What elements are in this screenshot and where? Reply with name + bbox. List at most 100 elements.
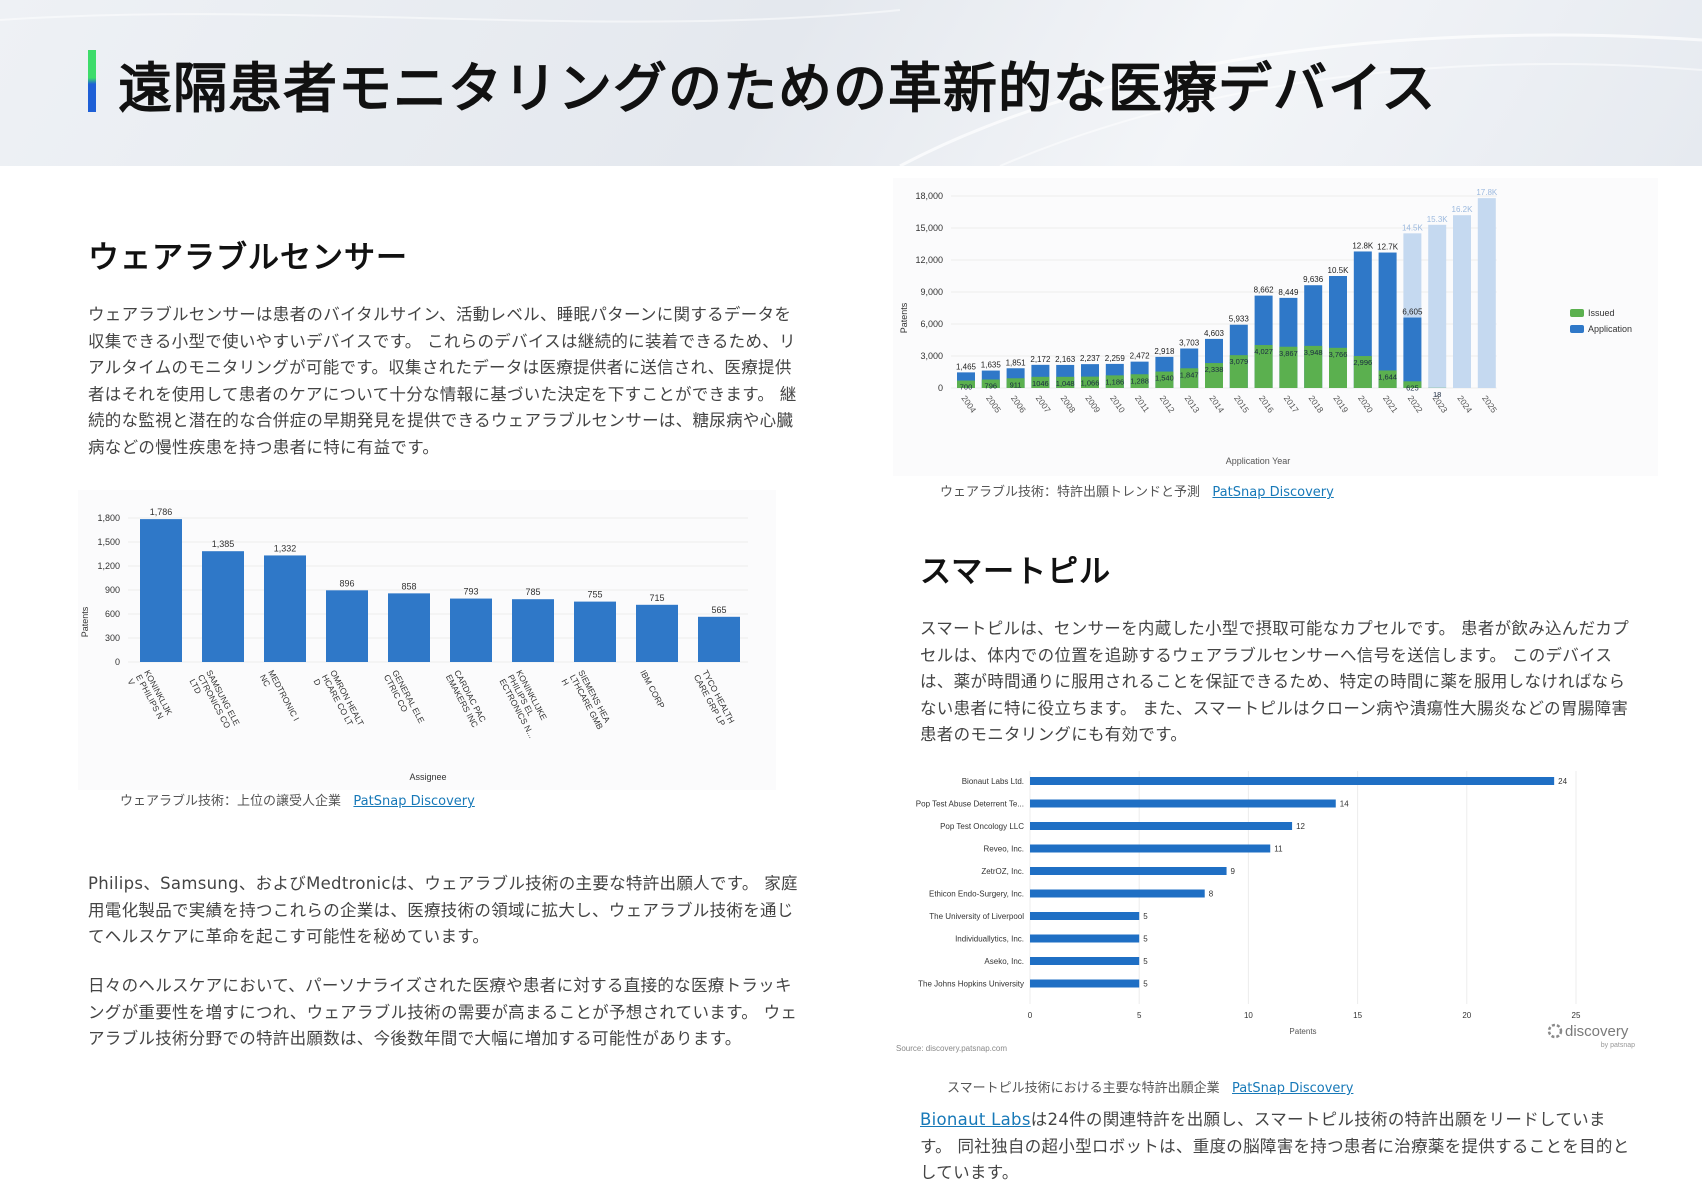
- trend-caption: ウェアラブル技術：特許出願トレンドと予測 PatSnap Discovery: [940, 481, 1334, 500]
- bar: [698, 616, 740, 662]
- issued-bar: [1304, 345, 1323, 388]
- page-title: 遠隔患者モニタリングのための革新的な医療デバイス: [118, 57, 1437, 120]
- y-category-label: Reveo, Inc.: [984, 845, 1024, 854]
- x-tick-label: 25: [1572, 1011, 1581, 1020]
- bionaut-labs-link[interactable]: Bionaut Labs: [920, 1110, 1031, 1129]
- assignee-source-link[interactable]: PatSnap Discovery: [353, 794, 475, 809]
- y-tick-label: 6,000: [920, 319, 943, 329]
- y-category-label: Bionaut Labs Ltd.: [962, 777, 1024, 786]
- legend-swatch: [1570, 309, 1584, 317]
- x-tick-label: 2022: [1406, 393, 1425, 414]
- issued-value-label: 3,948: [1304, 348, 1323, 357]
- bar: [202, 551, 244, 662]
- x-tick-label: 20: [1462, 1011, 1471, 1020]
- y-tick-label: 900: [105, 585, 120, 595]
- x-tick-label: 2010: [1108, 393, 1127, 414]
- issued-bar: [1031, 376, 1050, 388]
- bar-value-label: 24: [1558, 777, 1567, 786]
- y-tick-label: 3,000: [920, 351, 943, 361]
- issued-value-label: 700: [960, 383, 973, 392]
- issued-bar: [1056, 376, 1075, 388]
- y-tick-label: 1,500: [97, 537, 120, 547]
- x-tick-label: KONINKLIJKE PHILIPS NV: [125, 668, 174, 726]
- issued-bar: [1254, 345, 1273, 388]
- bar-value-label: 12: [1296, 822, 1305, 831]
- issued-value-label: 1,540: [1155, 374, 1174, 383]
- wearable-intro: ウェアラブルセンサーは患者のバイタルサイン、活動レベル、睡眠パターンに関するデー…: [88, 305, 797, 457]
- x-tick-label: 2005: [984, 393, 1003, 414]
- issued-value-label: 1,288: [1130, 376, 1149, 385]
- issued-value-label: 3,079: [1229, 357, 1248, 366]
- forecast-value-label: 17.8K: [1476, 188, 1498, 197]
- issued-bar: [1205, 363, 1223, 388]
- application-bar: [1403, 317, 1422, 388]
- forecast-bar: [1453, 215, 1471, 388]
- forecast-value-label: 16.2K: [1452, 205, 1474, 214]
- x-tick-label: 2019: [1331, 393, 1350, 414]
- x-tick-label: 2018: [1307, 393, 1326, 414]
- x-tick-label: 0: [1028, 1011, 1033, 1020]
- x-tick-label: 2020: [1356, 393, 1375, 414]
- issued-bar: [1378, 370, 1397, 388]
- bar-value-label: 11: [1274, 845, 1283, 854]
- x-tick-label: 2012: [1158, 393, 1177, 414]
- application-value-label: 2,472: [1130, 352, 1151, 361]
- x-tick-label: KONINKLIJKEPHILIPS ELECTRONICS N...: [497, 668, 553, 740]
- bar-value-label: 1,385: [212, 539, 235, 549]
- issued-value-label: 1,644: [1378, 372, 1397, 381]
- source-label: Source: discovery.patsnap.com: [896, 1044, 1007, 1053]
- x-tick-label: 2008: [1059, 393, 1078, 414]
- y-axis-label: Patents: [899, 302, 909, 333]
- x-tick-label: TYCO HEALTHCARE GRP LP: [692, 668, 737, 729]
- application-value-label: 2,237: [1080, 354, 1101, 363]
- bar-value-label: 896: [339, 578, 354, 588]
- trend-source-link[interactable]: PatSnap Discovery: [1212, 485, 1334, 500]
- y-tick-label: 600: [105, 609, 120, 619]
- x-tick-label: 2021: [1381, 393, 1400, 414]
- bar: [1030, 979, 1140, 988]
- x-tick-label-line: D: [311, 677, 323, 687]
- application-value-label: 2,163: [1055, 355, 1076, 364]
- smartpill-intro: スマートピルは、センサーを内蔵した小型で摂取可能なカプセルです。 患者が飲み込ん…: [920, 619, 1629, 744]
- x-tick-label: 15: [1353, 1011, 1362, 1020]
- bar: [1030, 957, 1140, 965]
- bar-value-label: 793: [463, 587, 478, 597]
- bar-value-label: 5: [1143, 957, 1148, 966]
- bar: [1030, 822, 1293, 830]
- x-tick-label: 2014: [1207, 393, 1226, 414]
- bar: [1030, 867, 1227, 875]
- x-tick-label: 5: [1137, 1011, 1142, 1020]
- y-category-label: The Johns Hopkins University: [918, 980, 1024, 989]
- smartpill-chart-panel: 0 5 10 15 20 25 Bionaut Labs Ltd. 24 Pop Test Ab…: [893, 765, 1668, 1057]
- assignee-caption: ウェアラブル技術：上位の譲受人企業 PatSnap Discovery: [120, 790, 475, 809]
- bar: [140, 519, 182, 662]
- application-value-label: 1,635: [981, 361, 1002, 370]
- discovery-brand: discovery: [1565, 1023, 1629, 1040]
- bar: [1030, 912, 1140, 920]
- issued-value-label: 2,338: [1205, 365, 1224, 374]
- bar: [1030, 889, 1205, 898]
- bar: [450, 598, 492, 662]
- application-value-label: 3,703: [1179, 339, 1200, 348]
- issued-value-label: 18: [1433, 390, 1441, 399]
- title-accent-bar: [88, 50, 96, 112]
- x-tick-label: 2007: [1034, 393, 1053, 414]
- y-tick-label: 15,000: [915, 223, 943, 233]
- discovery-logo-icon: [1547, 1023, 1563, 1039]
- y-axis-label: Patents: [80, 606, 90, 637]
- bar: [388, 593, 430, 662]
- issued-value-label: 911: [1010, 380, 1022, 389]
- bar-value-label: 5: [1143, 912, 1148, 921]
- x-tick-label: 2017: [1282, 393, 1301, 414]
- issued-bar: [1329, 347, 1347, 388]
- x-tick-label: 2011: [1133, 393, 1152, 414]
- application-value-label: 6,605: [1402, 308, 1423, 317]
- application-value-label: 1,465: [956, 362, 977, 371]
- smartpill-source-link[interactable]: PatSnap Discovery: [1232, 1081, 1354, 1096]
- wearable-para3: 日々のヘルスケアにおいて、パーソナライズされた医療や患者に対する直接的な医療トラ…: [88, 976, 798, 1048]
- issued-value-label: 1,847: [1180, 370, 1199, 379]
- y-category-label: The University of Liverpool: [929, 912, 1024, 921]
- trend-caption-text: ウェアラブル技術：特許出願トレンドと予測: [940, 485, 1201, 500]
- smartpill-caption: スマートピル技術における主要な特許出願企業 PatSnap Discovery: [947, 1077, 1353, 1096]
- x-tick-label: 2023: [1431, 393, 1450, 414]
